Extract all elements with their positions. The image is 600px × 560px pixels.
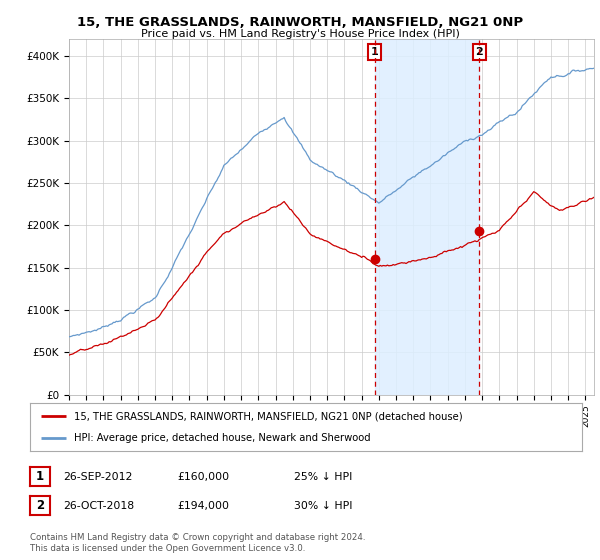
Text: 2: 2 — [36, 499, 44, 512]
Text: 1: 1 — [36, 470, 44, 483]
Bar — [374, 39, 479, 395]
Text: 30% ↓ HPI: 30% ↓ HPI — [294, 501, 353, 511]
Text: 25% ↓ HPI: 25% ↓ HPI — [294, 472, 352, 482]
Text: 1: 1 — [371, 47, 379, 57]
Text: 15, THE GRASSLANDS, RAINWORTH, MANSFIELD, NG21 0NP (detached house): 15, THE GRASSLANDS, RAINWORTH, MANSFIELD… — [74, 411, 463, 421]
Text: Price paid vs. HM Land Registry's House Price Index (HPI): Price paid vs. HM Land Registry's House … — [140, 29, 460, 39]
Text: 26-SEP-2012: 26-SEP-2012 — [63, 472, 133, 482]
Text: 2: 2 — [475, 47, 483, 57]
Text: HPI: Average price, detached house, Newark and Sherwood: HPI: Average price, detached house, Newa… — [74, 433, 371, 443]
Text: £194,000: £194,000 — [177, 501, 229, 511]
Text: £160,000: £160,000 — [177, 472, 229, 482]
Text: Contains HM Land Registry data © Crown copyright and database right 2024.
This d: Contains HM Land Registry data © Crown c… — [30, 533, 365, 553]
Text: 26-OCT-2018: 26-OCT-2018 — [63, 501, 134, 511]
Text: 15, THE GRASSLANDS, RAINWORTH, MANSFIELD, NG21 0NP: 15, THE GRASSLANDS, RAINWORTH, MANSFIELD… — [77, 16, 523, 29]
